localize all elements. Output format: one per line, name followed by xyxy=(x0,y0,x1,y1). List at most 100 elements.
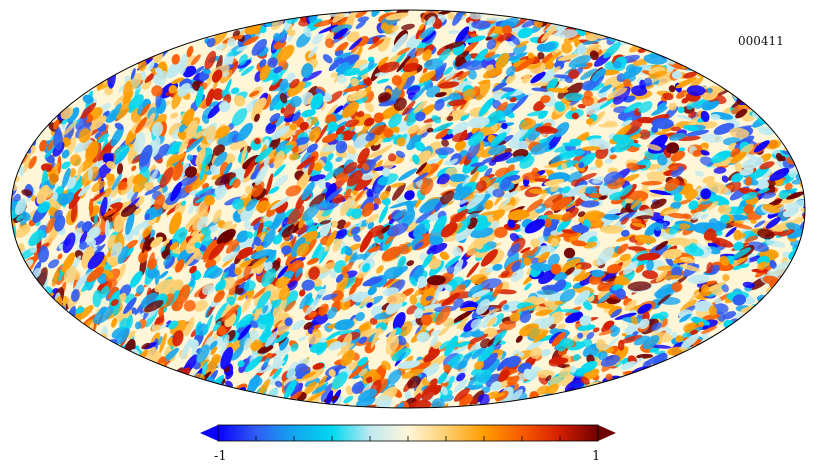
fluctuation-spot xyxy=(282,354,289,367)
fluctuation-spot xyxy=(527,400,535,406)
fluctuation-spot xyxy=(423,406,439,419)
fluctuation-spot xyxy=(122,350,130,364)
fluctuation-spot xyxy=(742,98,756,103)
fluctuation-spot xyxy=(329,220,338,228)
fluctuation-spot xyxy=(582,301,593,311)
fluctuation-spot xyxy=(268,78,284,91)
fluctuation-spot xyxy=(443,66,453,76)
fluctuation-spot xyxy=(693,300,713,312)
fluctuation-spot xyxy=(243,98,260,114)
fluctuation-spot xyxy=(186,154,194,161)
fluctuation-spot xyxy=(67,177,85,195)
fluctuation-spot xyxy=(713,167,727,174)
fluctuation-spot xyxy=(707,200,719,211)
fluctuation-spot xyxy=(214,302,228,323)
fluctuation-spot xyxy=(699,156,715,167)
fluctuation-spot xyxy=(484,200,494,210)
fluctuation-spot xyxy=(540,66,558,86)
fluctuation-spot xyxy=(110,126,124,147)
fluctuation-spot xyxy=(138,250,148,264)
fluctuation-spot xyxy=(526,338,545,351)
fluctuation-spot xyxy=(272,367,283,380)
fluctuation-spot xyxy=(315,124,329,144)
fluctuation-spot xyxy=(456,316,469,330)
fluctuation-spot xyxy=(53,129,63,151)
fluctuation-spot xyxy=(636,353,653,359)
fluctuation-spot xyxy=(652,43,666,52)
fluctuation-spot xyxy=(301,109,316,118)
fluctuation-spot xyxy=(62,97,70,106)
fluctuation-spot xyxy=(536,397,546,407)
fluctuation-spot xyxy=(620,360,637,370)
fluctuation-spot xyxy=(735,320,744,330)
fluctuation-spot xyxy=(362,407,370,415)
fluctuation-spot xyxy=(133,131,146,154)
fluctuation-spot xyxy=(340,129,357,141)
fluctuation-spot xyxy=(731,173,744,183)
fluctuation-spot xyxy=(633,37,649,45)
colorbar-max-label: 1 xyxy=(592,449,601,464)
fluctuation-spot xyxy=(695,98,708,107)
fluctuation-spot xyxy=(564,82,584,98)
fluctuation-spot xyxy=(668,185,684,196)
fluctuation-spot xyxy=(376,265,384,274)
fluctuation-spot xyxy=(336,219,347,230)
fluctuation-spot xyxy=(577,324,596,332)
fluctuation-spot xyxy=(320,383,334,403)
fluctuation-spot xyxy=(652,367,660,373)
fluctuation-spot xyxy=(447,12,456,20)
colorbar-min-label: -1 xyxy=(214,449,227,464)
fluctuation-spot xyxy=(66,176,77,189)
fluctuation-spot xyxy=(530,71,546,84)
fluctuation-spot xyxy=(165,320,172,328)
fluctuation-spot xyxy=(650,198,667,209)
fluctuation-spot xyxy=(501,122,508,130)
fluctuation-spot xyxy=(699,213,709,220)
colorbar-extend-high xyxy=(598,425,616,441)
fluctuation-spot xyxy=(361,172,375,181)
fluctuation-spot xyxy=(193,66,205,75)
fluctuation-spot xyxy=(676,114,697,121)
fluctuation-spot xyxy=(441,139,450,147)
fluctuation-spot xyxy=(406,133,422,151)
fluctuation-spot xyxy=(329,270,337,279)
fluctuation-spot xyxy=(502,190,519,199)
fluctuation-spot xyxy=(20,211,31,222)
fluctuation-spot xyxy=(528,188,548,195)
fluctuation-spot xyxy=(601,321,615,333)
fluctuation-spot xyxy=(721,175,729,183)
fluctuation-spot xyxy=(392,311,406,331)
fluctuation-spot xyxy=(515,40,529,48)
fluctuation-spot xyxy=(329,10,334,11)
fluctuation-spot xyxy=(272,164,286,178)
fluctuation-spot xyxy=(162,238,171,249)
fluctuation-spot xyxy=(481,157,493,164)
fluctuation-spot xyxy=(144,184,162,196)
fluctuation-spot xyxy=(376,78,390,84)
fluctuation-spot xyxy=(254,243,265,255)
fluctuation-spot xyxy=(265,122,277,134)
fluctuation-spot xyxy=(137,60,147,72)
fluctuation-spot xyxy=(147,60,155,72)
fluctuation-spot xyxy=(620,229,630,237)
fluctuation-spot xyxy=(623,101,642,113)
fluctuation-spot xyxy=(53,214,66,232)
fluctuation-spot xyxy=(701,133,724,143)
fluctuation-spot xyxy=(168,122,181,136)
fluctuation-spot xyxy=(667,212,689,219)
fluctuation-spot xyxy=(531,87,548,92)
fluctuation-spot xyxy=(44,144,56,159)
fluctuation-spot xyxy=(557,91,566,100)
fluctuation-spot xyxy=(484,406,493,408)
fluctuation-spot xyxy=(367,150,381,159)
fluctuation-spot xyxy=(336,406,347,408)
fluctuation-spot xyxy=(595,24,612,33)
fluctuation-spot xyxy=(24,157,32,168)
fluctuation-spot xyxy=(677,106,685,114)
fluctuation-spot xyxy=(509,10,524,17)
fluctuation-spot xyxy=(399,407,419,424)
fluctuation-spot xyxy=(350,78,360,87)
fluctuation-spot xyxy=(718,204,732,215)
fluctuation-spot xyxy=(304,381,317,395)
